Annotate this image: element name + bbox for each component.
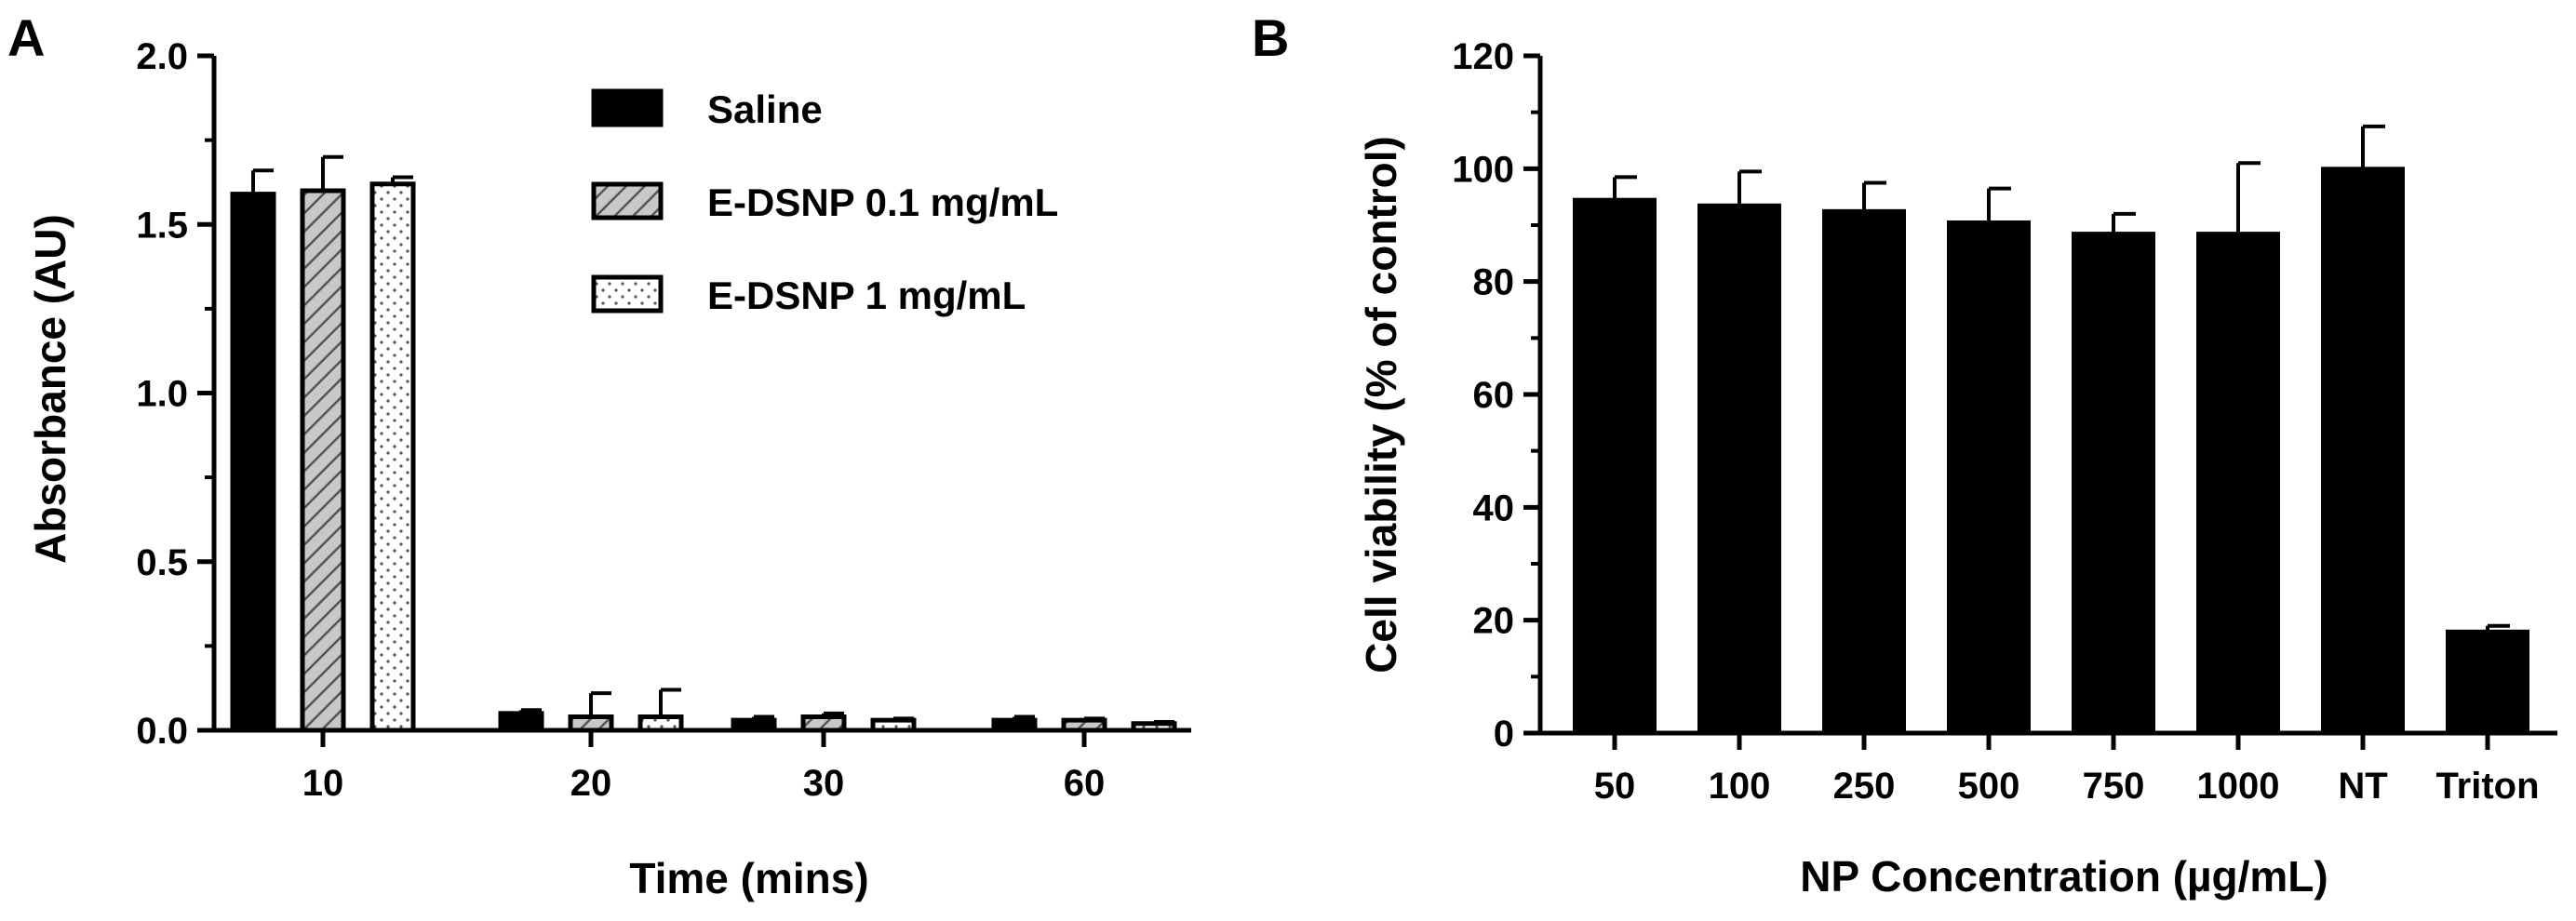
panel-a-bar xyxy=(1061,717,1107,733)
panel-a-bar xyxy=(230,192,276,733)
panel-b-ytick-label: 60 xyxy=(1473,375,1515,416)
panel-a-ytick-label: 0.0 xyxy=(136,711,188,752)
panel-b-xlabel: NP Concentration (µg/mL) xyxy=(1800,852,2328,901)
legend-swatch-saline xyxy=(591,88,664,127)
panel-b-xtick-label: 1000 xyxy=(2197,766,2280,807)
panel-a-ytick-label: 2.0 xyxy=(136,36,188,77)
panel-b-xtick-label: 50 xyxy=(1594,766,1636,807)
panel-a-ytick-label: 0.5 xyxy=(136,542,188,583)
panel-b-ytick-label: 80 xyxy=(1473,262,1515,303)
panel-b-bar xyxy=(2321,167,2405,736)
panel-b-ytick-label: 120 xyxy=(1452,36,1514,77)
panel-a-bar xyxy=(369,181,416,733)
panel-b-xtick-label: 750 xyxy=(2083,766,2145,807)
panel-b-ylabel: Cell viability (% of control) xyxy=(1357,136,1405,674)
panel-a-bar xyxy=(800,714,847,733)
panel-a-xtick-label: 60 xyxy=(1064,763,1106,804)
panel-b-bar xyxy=(1822,208,1906,736)
legend-label-saline: Saline xyxy=(707,87,823,131)
panel-b-ytick-label: 20 xyxy=(1473,601,1515,642)
panel-a-ytick-label: 1.5 xyxy=(136,205,188,246)
panel-a-bar xyxy=(300,188,346,733)
panel-a-xtick-label: 10 xyxy=(302,763,344,804)
panel-a: A Absorbance (AU) Time (mins) 0.0 0.5 1.0 1… xyxy=(7,8,1191,902)
panel-b-xtick-label: 500 xyxy=(1958,766,2020,807)
panel-a-xtick-label: 20 xyxy=(570,763,612,804)
panel-b-xtick-label: Triton xyxy=(2435,766,2539,807)
panel-a-bar xyxy=(637,714,684,733)
panel-a-bars xyxy=(230,154,1177,733)
legend-label-edsnp-0-1: E-DSNP 0.1 mg/mL xyxy=(707,180,1058,224)
panel-a-bar xyxy=(991,717,1038,733)
panel-b-ytick-label: 100 xyxy=(1452,149,1514,190)
panel-b-bar xyxy=(2446,629,2529,735)
panel-a-label: A xyxy=(7,8,45,67)
panel-b-axes: 0 20 40 60 80 100 120 50 100 250 500 750 1000 NT Trito… xyxy=(1452,36,2557,807)
panel-a-ytick-label: 1.0 xyxy=(136,374,188,415)
panel-a-xtick-label: 30 xyxy=(803,763,845,804)
panel-a-bar xyxy=(1131,721,1177,733)
panel-b-bars xyxy=(1573,124,2529,736)
panel-b-ytick-label: 40 xyxy=(1473,487,1515,528)
panel-b-bar xyxy=(1697,203,1781,735)
legend-swatch-edsnp-0-1 xyxy=(591,181,664,220)
panel-b-ytick-label: 0 xyxy=(1494,714,1514,754)
panel-b-xtick-label: NT xyxy=(2338,766,2387,807)
panel-b-bar xyxy=(1947,220,2031,735)
legend-label-edsnp-1: E-DSNP 1 mg/mL xyxy=(707,274,1026,317)
panel-b: B Cell viability (% of control) NP Conce… xyxy=(1252,8,2557,901)
panel-b-xtick-label: 250 xyxy=(1833,766,1896,807)
panel-b-xtick-label: 100 xyxy=(1709,766,1771,807)
panel-b-bar xyxy=(2196,232,2280,736)
panel-a-xlabel: Time (mins) xyxy=(629,854,868,902)
panel-a-bar xyxy=(731,717,777,733)
panel-a-legend: Saline E-DSNP 0.1 mg/mL E-DSNP 1 mg/mL xyxy=(591,87,1058,317)
panel-a-bar xyxy=(568,714,614,733)
legend-swatch-edsnp-1 xyxy=(591,274,664,314)
panel-b-label: B xyxy=(1252,8,1289,67)
panel-a-ylabel: Absorbance (AU) xyxy=(26,214,74,564)
panel-b-bar xyxy=(2072,232,2155,736)
panel-b-bar xyxy=(1573,197,1657,735)
panel-a-bar xyxy=(498,711,544,733)
panel-a-bar xyxy=(870,717,917,733)
